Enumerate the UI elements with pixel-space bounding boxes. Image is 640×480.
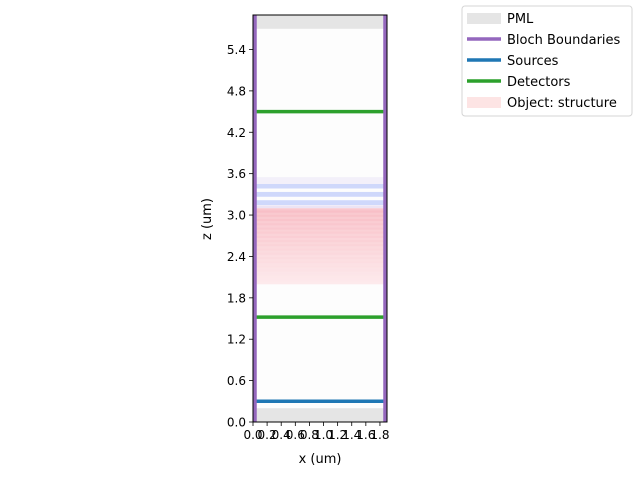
structure-layer [253, 222, 387, 226]
pml-region [253, 15, 387, 29]
legend-label: PML [507, 12, 534, 27]
structure-layer [253, 271, 387, 274]
legend-label: Object: structure [507, 96, 617, 111]
structure-layer [253, 235, 387, 238]
structure-layer [253, 246, 387, 249]
structure-layer [253, 252, 387, 255]
structure-layer [253, 267, 387, 270]
y-tick-label: 4.8 [227, 84, 246, 98]
structure-layer [253, 248, 387, 251]
plot-area [253, 15, 387, 422]
y-tick-label: 0.0 [227, 416, 246, 430]
legend-label: Detectors [507, 75, 571, 90]
structure-layer [253, 208, 387, 211]
structure-layer [253, 277, 387, 281]
structure-blue-layer [253, 191, 387, 197]
x-tick-label: 1.8 [370, 428, 389, 442]
structure-layer [253, 258, 387, 262]
structure-layer [253, 281, 387, 285]
x-tick-label: 0.2 [258, 428, 277, 442]
structure-layer [253, 205, 387, 209]
structure-layer [253, 254, 387, 257]
structure-layer [253, 273, 387, 276]
x-tick-label: 1.6 [356, 428, 375, 442]
axes-frame [252, 14, 388, 423]
x-tick-label: 0.6 [286, 428, 305, 442]
structure-blue-layer [253, 200, 387, 206]
legend-label: Sources [507, 54, 559, 69]
structure-layer [253, 225, 387, 228]
structure-layer [253, 262, 387, 266]
structure-layer [253, 229, 387, 232]
structure-layer [253, 212, 387, 215]
structure-layer [253, 260, 387, 264]
legend-swatch [467, 97, 501, 108]
structure-layer [253, 237, 387, 241]
legend-label: Bloch Boundaries [507, 33, 621, 48]
legend-swatch [467, 13, 501, 24]
legend-box [461, 5, 633, 117]
y-tick-label: 0.6 [227, 374, 246, 388]
structure-blue-layer [253, 183, 387, 189]
y-tick-label: 4.2 [227, 126, 246, 140]
structure-layer [253, 218, 387, 222]
x-tick-label: 0.0 [243, 428, 262, 442]
legend: PML Bloch Boundaries Sources Detectors Objec… [461, 5, 633, 117]
structure-layer [253, 269, 387, 272]
structure-layer [253, 210, 387, 213]
y-tick-label: 1.2 [227, 333, 246, 347]
y-axis-label: z (um) [200, 198, 215, 240]
structure-layer [253, 214, 387, 217]
structure-layer [253, 243, 387, 247]
structure-layer [253, 233, 387, 236]
x-tick-label: 0.8 [300, 428, 319, 442]
y-tick-label: 1.8 [227, 291, 246, 305]
y-tick-label: 3.0 [227, 209, 246, 223]
structure-layer [253, 227, 387, 230]
y-tick-label: 5.4 [227, 43, 246, 57]
x-axis-label: x (um) [299, 452, 342, 467]
structure-layer [253, 231, 387, 234]
pml-region [253, 408, 387, 422]
structure-layer [253, 250, 387, 253]
y-tick-label: 2.4 [227, 250, 246, 264]
x-tick-label: 1.0 [314, 428, 333, 442]
structure-layer [253, 265, 387, 268]
structure-layer [253, 256, 387, 260]
x-tick-label: 0.4 [272, 428, 291, 442]
y-tick-label: 3.6 [227, 167, 246, 181]
x-tick-label: 1.4 [342, 428, 361, 442]
x-tick-label: 1.2 [328, 428, 347, 442]
structure-layer [253, 220, 387, 224]
axes: 0.00.20.40.60.81.01.21.41.61.80.00.61.21… [227, 14, 389, 442]
structure-layer [253, 241, 387, 245]
structure-layer [253, 177, 387, 185]
structure-layer [253, 239, 387, 243]
structure-layer [253, 216, 387, 219]
structure-layer [253, 279, 387, 283]
structure-layer [253, 275, 387, 279]
